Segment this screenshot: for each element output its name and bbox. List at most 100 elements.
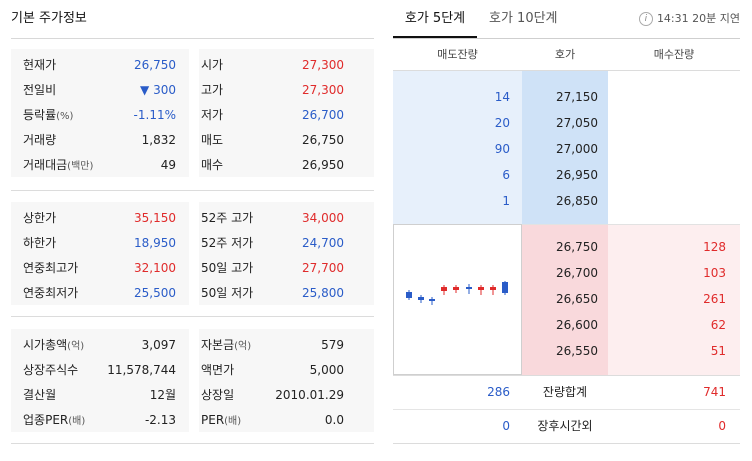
info-value: 26,750 [302, 133, 344, 147]
label-text: 50일 저가 [201, 286, 254, 300]
bid-price: 26,650 [556, 292, 598, 306]
after-hours-row: 0 장후시간외 0 [393, 409, 740, 443]
tab-divider [393, 38, 740, 39]
info-label: 업종PER(배) [23, 408, 85, 434]
ask-price: 27,150 [556, 90, 598, 104]
info-label: 저가 [201, 103, 223, 129]
panel-bottom-divider [393, 443, 740, 444]
label-text: 50일 고가 [201, 261, 254, 275]
info-value: 3,097 [141, 338, 176, 352]
info-label: 현재가 [23, 53, 56, 79]
bid-price: 26,550 [556, 344, 598, 358]
after-hours-label: 장후시간외 [537, 419, 593, 433]
section-bg-left [11, 49, 189, 177]
info-row: 연중최저가 25,500 50일 저가 25,800 [11, 281, 374, 306]
label-unit: (백만) [67, 161, 94, 172]
total-ask-qty: 286 [487, 385, 510, 399]
info-row: 현재가 26,750 시가 27,300 [11, 53, 374, 78]
basic-stock-info-panel: 기본 주가정보 현재가 26,750 시가 27,300 전일비 ▼ 300 고가 27,30… [11, 0, 374, 444]
label-text: 매수 [201, 158, 224, 172]
totals-row: 286 잔량합계 741 [393, 375, 740, 409]
label-text: 자본금 [201, 338, 235, 352]
label-unit: (%) [56, 111, 74, 122]
total-bid-qty: 741 [703, 385, 726, 399]
info-icon[interactable]: i [638, 12, 653, 26]
header-divider [393, 70, 740, 71]
label-text: 저가 [201, 108, 224, 122]
info-row: 등락률(%) -1.11% 저가 26,700 [11, 103, 374, 128]
info-value: -1.11% [133, 108, 176, 122]
info-value: 12월 [149, 388, 176, 402]
info-label: 시가 [201, 53, 223, 79]
label-text: 연중최저가 [23, 286, 79, 300]
label-text: 연중최고가 [23, 261, 79, 275]
info-label: 상장주식수 [23, 358, 78, 384]
info-value: 34,000 [302, 211, 344, 225]
info-value: 24,700 [302, 236, 344, 250]
info-value: ▼ 300 [140, 83, 176, 97]
label-text: 52주 고가 [201, 211, 254, 225]
delay-info: i 14:31 20분 지연 [638, 0, 740, 38]
info-row: 결산월 12월 상장일 2010.01.29 [11, 383, 374, 408]
info-label: 결산월 [23, 383, 56, 409]
label-text: 업종PER [23, 413, 69, 427]
range-section: 상한가 35,150 52주 고가 34,000 하한가 18,950 52주 저가 24,7… [11, 202, 374, 305]
info-label: 고가 [201, 78, 223, 104]
info-label: 52주 저가 [201, 231, 253, 257]
section-bg-right [199, 202, 374, 305]
ask-price: 26,950 [556, 168, 598, 182]
mid-divider [393, 224, 740, 225]
label-text: 상장주식수 [23, 363, 79, 377]
label-unit: (억) [234, 341, 252, 352]
bid-qty: 261 [703, 292, 726, 306]
info-value: 27,300 [302, 83, 344, 97]
mini-candle-chart [393, 224, 522, 375]
info-value: 26,950 [302, 158, 344, 172]
info-label: 연중최고가 [23, 256, 78, 282]
info-value: 5,000 [309, 363, 344, 377]
info-label: 52주 고가 [201, 206, 253, 232]
panel-title: 기본 주가정보 [11, 11, 87, 26]
bid-price: 26,750 [556, 240, 598, 254]
section-bg-left [11, 202, 189, 305]
section-divider [11, 190, 374, 191]
tab-5-levels[interactable]: 호가 5단계 [393, 0, 477, 38]
label-text: PER [201, 413, 225, 427]
after-hours-ask-qty: 0 [502, 419, 510, 433]
label-text: 52주 저가 [201, 236, 254, 250]
info-value: 0.0 [324, 413, 344, 427]
info-value: 11,578,744 [107, 363, 176, 377]
header-price: 호가 [554, 48, 576, 61]
title-divider [11, 38, 374, 39]
ask-price-area [522, 71, 608, 224]
info-value: 25,800 [302, 286, 344, 300]
mini-candle-chart-svg [406, 281, 508, 305]
info-label: 매수 [201, 153, 223, 179]
label-text: 현재가 [23, 58, 57, 72]
info-label: 등락률(%) [23, 103, 73, 129]
orderbook-bottom-divider [393, 375, 740, 376]
header-ask-qty: 매도잔량 [437, 48, 478, 61]
label-text: 거래량 [23, 133, 57, 147]
label-unit: (배) [224, 416, 242, 427]
info-value: 25,500 [134, 286, 176, 300]
info-value: 27,300 [302, 58, 344, 72]
ask-qty: 1 [502, 194, 510, 208]
section-bg-right [199, 329, 374, 432]
totals-divider [393, 409, 740, 410]
label-unit: (배) [68, 416, 86, 427]
label-unit: (억) [67, 341, 85, 352]
section-divider [11, 443, 374, 444]
ask-qty: 6 [502, 168, 510, 182]
info-label: 전일비 [23, 78, 56, 104]
bid-price: 26,700 [556, 266, 598, 280]
tab-10-levels[interactable]: 호가 10단계 [489, 11, 558, 26]
ask-price: 27,000 [556, 142, 598, 156]
label-text: 시가 [201, 58, 224, 72]
label-text: 매도 [201, 133, 224, 147]
label-text: 결산월 [23, 388, 57, 402]
info-row: 연중최고가 32,100 50일 고가 27,700 [11, 256, 374, 281]
section-divider [11, 316, 374, 317]
info-label: 50일 저가 [201, 281, 253, 307]
bid-price: 26,600 [556, 318, 598, 332]
